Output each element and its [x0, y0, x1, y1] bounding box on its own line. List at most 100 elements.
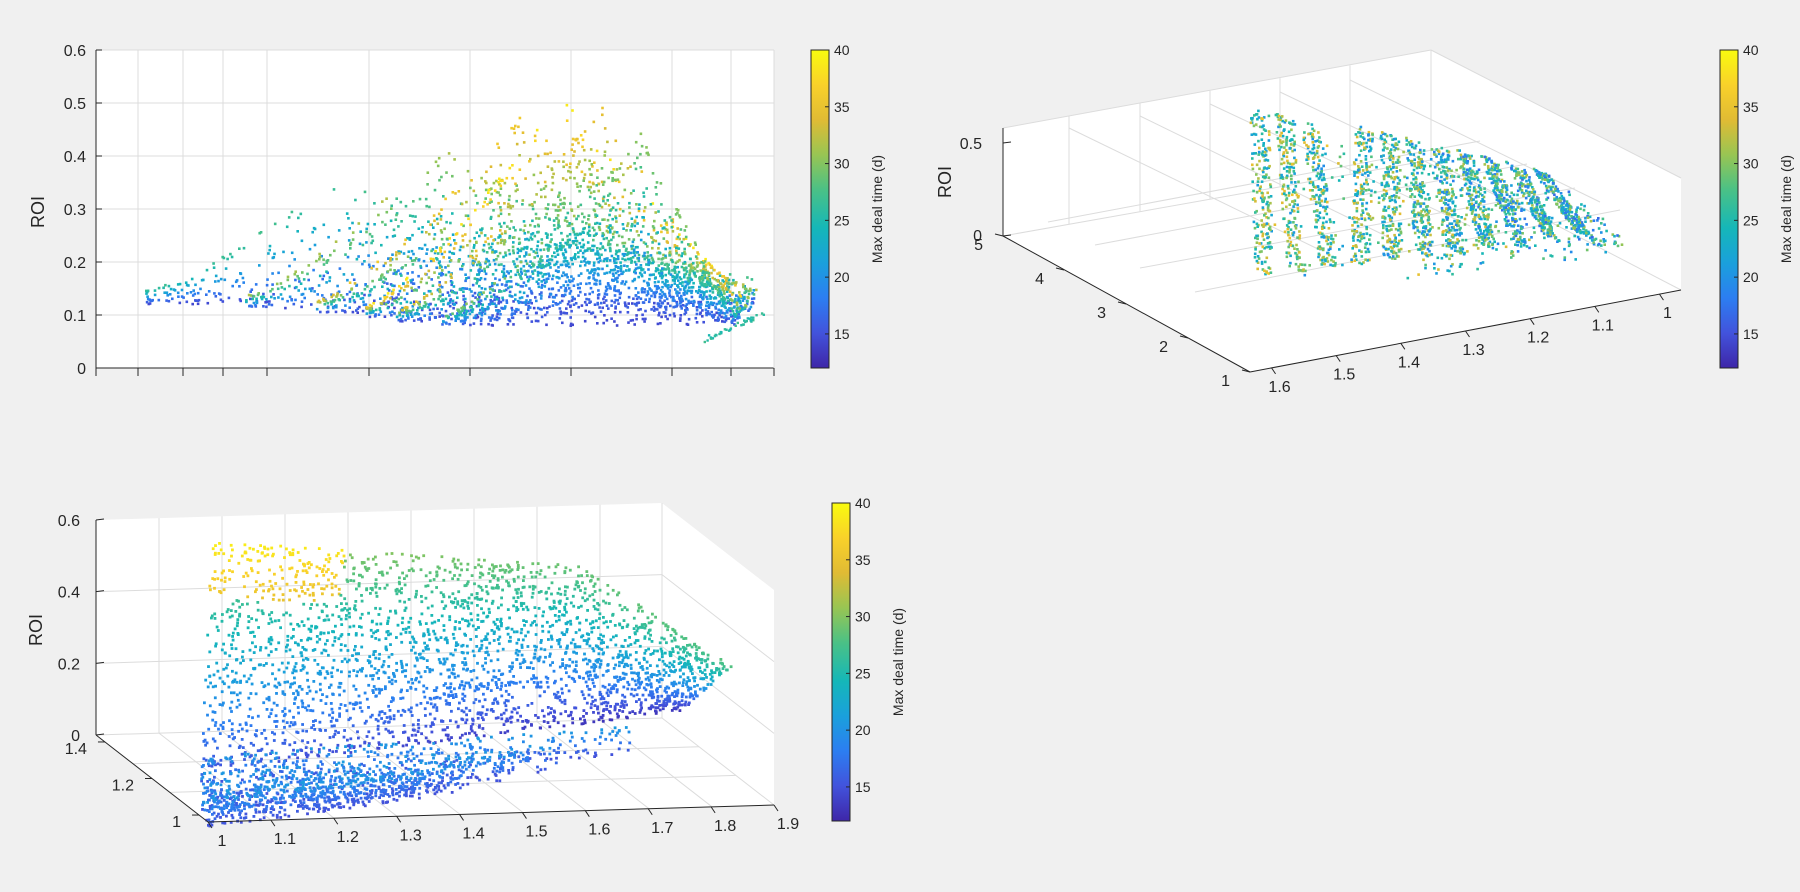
data-point [1254, 113, 1258, 116]
data-point [722, 298, 725, 302]
data-point [666, 302, 670, 305]
data-point [363, 260, 366, 263]
data-point [367, 254, 370, 257]
data-point [318, 301, 322, 304]
data-point [641, 301, 645, 304]
data-point [366, 222, 370, 226]
data-point [423, 292, 426, 295]
data-point [563, 248, 567, 251]
data-point [579, 134, 583, 137]
data-point [547, 272, 550, 276]
data-point [621, 235, 624, 239]
data-point [596, 176, 599, 179]
data-point [551, 304, 555, 307]
data-point [611, 278, 614, 282]
data-point [624, 304, 627, 308]
data-point [565, 273, 568, 276]
data-point [484, 260, 488, 264]
data-point [370, 235, 374, 238]
data-point [722, 284, 725, 287]
data-point [1387, 214, 1391, 217]
data-point [466, 316, 469, 319]
data-point [473, 277, 477, 280]
data-point [1284, 198, 1288, 202]
data-point [571, 279, 574, 283]
data-point [559, 312, 563, 316]
data-point [657, 242, 661, 246]
data-point [1308, 189, 1312, 192]
data-point [399, 310, 403, 314]
data-point [380, 274, 383, 278]
data-point [716, 279, 720, 282]
data-point [488, 291, 492, 295]
data-point [1267, 176, 1271, 179]
data-point [1368, 139, 1372, 142]
data-point [1353, 259, 1357, 262]
data-point [630, 222, 634, 226]
data-point [1289, 228, 1293, 231]
data-point [1456, 219, 1459, 222]
data-point [698, 295, 702, 299]
data-point [545, 212, 548, 216]
data-point [419, 266, 423, 269]
data-point [484, 272, 488, 276]
data-point [419, 280, 423, 284]
data-point [1494, 204, 1498, 207]
data-point [570, 222, 574, 226]
data-point [678, 233, 681, 236]
data-point [664, 247, 667, 251]
data-point [1283, 121, 1287, 124]
data-point [644, 298, 647, 301]
data-point [528, 287, 531, 290]
data-point [189, 291, 193, 294]
data-point [728, 282, 731, 286]
data-point [498, 177, 501, 181]
data-point [1286, 161, 1290, 165]
data-point [726, 311, 729, 314]
data-point [572, 303, 576, 306]
data-point [1298, 230, 1301, 233]
data-point [483, 200, 486, 204]
data-point [556, 270, 560, 274]
data-point [574, 302, 578, 305]
data-point [676, 273, 679, 276]
data-point [644, 309, 647, 313]
data-point [1314, 140, 1317, 143]
data-point [1466, 178, 1470, 182]
data-point [580, 170, 584, 174]
data-point [407, 317, 410, 320]
data-point [369, 308, 372, 312]
data-point [506, 225, 509, 228]
data-point [390, 296, 394, 299]
data-point [326, 301, 330, 305]
data-point [277, 271, 280, 275]
data-point [671, 260, 674, 264]
data-point [531, 207, 535, 211]
data-point [613, 311, 617, 314]
data-point [1397, 155, 1401, 159]
data-point [511, 308, 514, 312]
data-point [639, 297, 643, 300]
data-point [1433, 267, 1436, 270]
data-point [550, 238, 553, 241]
data-point [336, 294, 339, 297]
data-point [378, 307, 382, 310]
data-point [715, 302, 719, 306]
data-point [514, 293, 517, 297]
data-point [1265, 256, 1269, 260]
data-point [495, 309, 498, 312]
data-point [356, 307, 360, 310]
data-point [557, 221, 560, 225]
data-point [1417, 187, 1421, 190]
data-point [1324, 152, 1327, 156]
data-point [1325, 189, 1329, 192]
data-point [1311, 189, 1314, 192]
data-point [705, 280, 709, 284]
data-point [221, 300, 225, 303]
data-point [468, 239, 472, 243]
data-point [503, 289, 506, 293]
data-point [1390, 176, 1393, 180]
data-point [369, 307, 372, 310]
data-point [465, 277, 468, 280]
data-point [224, 267, 228, 270]
